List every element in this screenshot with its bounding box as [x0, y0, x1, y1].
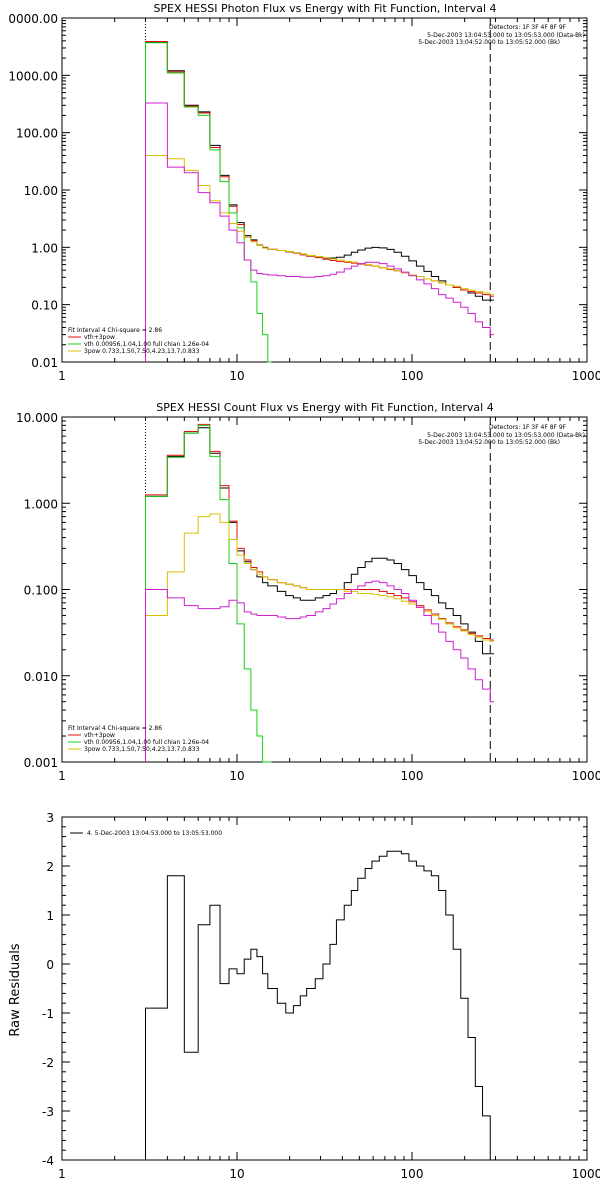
series-line-2: [144, 42, 272, 363]
fit-legend-line: vth+3pow: [84, 732, 115, 739]
fit-legend: Fit Interval 4 Chi-square = 2.86 vth+3po…: [68, 327, 209, 355]
detector-header: Detectors: 1F 3F 4F 8F 9F 5-Dec-2003 13:…: [418, 24, 585, 46]
y-tick-label: 0.01: [31, 356, 58, 370]
y-tick-label: 1000.00: [8, 69, 58, 83]
reference-lines: [144, 417, 491, 762]
x-tick-label: 1000: [572, 369, 600, 383]
y-tick-label: 0000.00: [8, 12, 58, 26]
x-tick-label: 1: [58, 1167, 66, 1181]
x-tick-label: 10: [229, 1167, 244, 1181]
fit-legend-line: vth 0.00956,1.04,1.00 full chian 1.26e-0…: [84, 739, 209, 746]
y-tick-label: -3: [42, 1105, 54, 1119]
y-tick-label: 0: [46, 958, 54, 972]
fit-legend: Fit Interval 4 Chi-square = 2.86 vth+3po…: [68, 725, 209, 753]
y-tick-label: 1: [46, 909, 54, 923]
count-flux-panel: SPEX HESSI Count Flux vs Energy with Fit…: [16, 401, 600, 783]
x-tick-label: 1000: [572, 1167, 600, 1181]
plot-frame: [61, 17, 588, 363]
photon-flux-panel: SPEX HESSI Photon Flux vs Energy with Fi…: [8, 2, 600, 383]
series-line-4: [144, 102, 494, 362]
header-line: Detectors: 1F 3F 4F 8F 9F: [489, 24, 567, 31]
y-tick-label: 2: [46, 860, 54, 874]
series-line-0: [144, 41, 494, 362]
y-tick-label: -1: [42, 1007, 54, 1021]
x-tick-label: 100: [401, 1167, 424, 1181]
y-tick-label: 0.010: [24, 670, 58, 684]
y-axis-label: Raw Residuals: [8, 943, 23, 1036]
series-line-2: [144, 424, 272, 763]
reference-lines: [144, 18, 491, 362]
y-tick-label: 100.00: [16, 127, 58, 141]
fit-legend-line: vth+3pow: [84, 334, 115, 341]
y-tick-label: 1.00: [31, 241, 58, 255]
axis-ticks: 1 10 100 1000 10.000 1.000 0.100 0.010 0.001: [16, 411, 600, 783]
x-tick-label: 1: [58, 369, 66, 383]
header-line: 5-Dec-2003 13:04:53.000 to 13:05:53.000 …: [427, 432, 585, 439]
series-group: [144, 423, 494, 763]
y-tick-label: 1.000: [24, 497, 58, 511]
series-line-1: [144, 423, 494, 762]
series-line-1: [144, 40, 494, 362]
series-line-3: [144, 513, 494, 762]
fit-legend-line: 3pow 0.733,1.50,7.50,4.23,13.7,0.833: [84, 746, 200, 753]
fit-legend-line: Fit Interval 4 Chi-square = 2.86: [68, 327, 162, 334]
fit-legend-line: Fit Interval 4 Chi-square = 2.86: [68, 725, 162, 732]
fit-legend-line: vth 0.00956,1.04,1.00 full chian 1.26e-0…: [84, 341, 209, 348]
series-line-0: [144, 850, 494, 1161]
axis-ticks: 1 10 100 1000 0000.00 1000.00 100.00 10.00 1.00 0…: [8, 12, 600, 383]
series-line-3: [144, 154, 494, 362]
y-tick-label: 0.10: [31, 299, 58, 313]
series-group: [144, 850, 494, 1161]
y-tick-label: 3: [46, 811, 54, 825]
y-tick-label: 10.00: [24, 184, 58, 198]
y-tick-label: 0.001: [24, 756, 58, 770]
header-line: Detectors: 1F 3F 4F 8F 9F: [489, 424, 567, 431]
x-tick-label: 100: [401, 769, 424, 783]
x-tick-label: 10: [229, 769, 244, 783]
fit-legend-line: 3pow 0.733,1.50,7.50,4.23,13.7,0.833: [84, 348, 200, 355]
plot-frame: [61, 816, 588, 1161]
series-line-4: [144, 580, 494, 762]
x-tick-label: 1000: [572, 769, 600, 783]
detector-header: Detectors: 1F 3F 4F 8F 9F 5-Dec-2003 13:…: [418, 424, 585, 446]
header-line: 5-Dec-2003 13:04:53.000 to 13:05:53.000 …: [427, 32, 585, 39]
legend-label: 4. 5-Dec-2003 13:04:53.000 to 13:05:53.0…: [87, 830, 222, 837]
y-tick-label: -2: [42, 1056, 54, 1070]
header-line: 5-Dec-2003 13:04:52.000 to 13:05:52.000 …: [418, 439, 560, 446]
series-group: [144, 40, 494, 363]
y-tick-label: 10.000: [16, 411, 58, 425]
y-tick-label: 0.100: [24, 584, 58, 598]
x-tick-label: 100: [401, 369, 424, 383]
panel-title: SPEX HESSI Count Flux vs Energy with Fit…: [156, 401, 493, 414]
x-tick-label: 1: [58, 769, 66, 783]
header-line: 5-Dec-2003 13:04:52.000 to 13:05:52.000 …: [418, 39, 560, 46]
x-tick-label: 10: [229, 369, 244, 383]
panel-title: SPEX HESSI Photon Flux vs Energy with Fi…: [153, 2, 496, 15]
y-tick-label: -4: [42, 1154, 54, 1168]
residual-legend: 4. 5-Dec-2003 13:04:53.000 to 13:05:53.0…: [70, 830, 222, 837]
series-line-0: [144, 427, 494, 762]
